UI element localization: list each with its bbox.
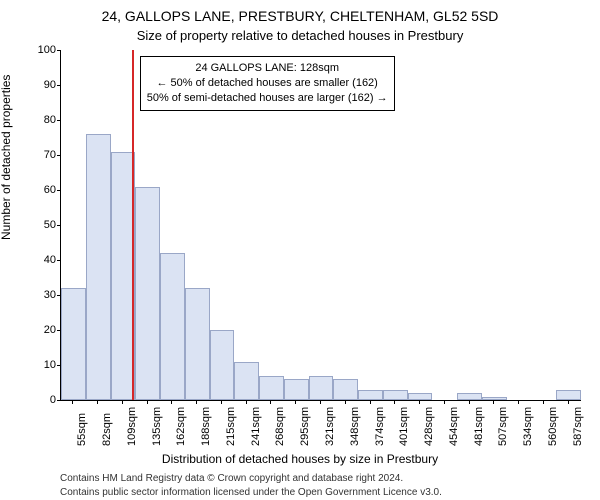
x-tick-label: 135sqm [151,407,163,446]
property-marker-line [132,50,134,400]
histogram-bar [408,393,433,400]
y-tick-label: 80 [28,114,56,126]
callout-line-2: ← 50% of detached houses are smaller (16… [147,76,388,91]
histogram-bar [556,390,581,401]
x-tick-label: 401sqm [398,407,410,446]
attribution: Contains HM Land Registry data © Crown c… [60,472,442,499]
attribution-line-2: Contains public sector information licen… [60,486,442,500]
y-tick-label: 20 [28,324,56,336]
x-tick-label: 55sqm [76,413,88,446]
callout-line-3: 50% of semi-detached houses are larger (… [147,91,388,106]
x-tick-label: 162sqm [175,407,187,446]
x-tick-label: 587sqm [572,407,584,446]
plot-area: 24 GALLOPS LANE: 128sqm← 50% of detached… [60,50,581,401]
x-tick-label: 321sqm [324,407,336,446]
x-tick-label: 428sqm [423,407,435,446]
histogram-bar [457,393,482,400]
histogram-bar [210,330,235,400]
x-tick-label: 507sqm [497,407,509,446]
y-tick-label: 100 [28,44,56,56]
callout-line-1: 24 GALLOPS LANE: 128sqm [147,61,388,76]
histogram-bar [185,288,210,400]
histogram-bar [86,134,111,400]
x-tick-label: 188sqm [200,407,212,446]
y-tick-label: 40 [28,254,56,266]
y-tick-label: 90 [28,79,56,91]
histogram-bar [284,379,309,400]
y-tick-label: 0 [28,394,56,406]
y-tick-label: 60 [28,184,56,196]
x-tick-label: 241sqm [250,407,262,446]
x-tick-label: 481sqm [473,407,485,446]
histogram-bar [160,253,185,400]
chart-container: { "chart": { "type": "histogram", "title… [0,0,600,500]
histogram-bar [358,390,383,401]
histogram-bar [259,376,284,401]
chart-subtitle: Size of property relative to detached ho… [0,28,600,43]
callout-box: 24 GALLOPS LANE: 128sqm← 50% of detached… [140,56,395,111]
y-tick-label: 50 [28,219,56,231]
x-tick-label: 454sqm [448,407,460,446]
y-tick-label: 10 [28,359,56,371]
attribution-line-1: Contains HM Land Registry data © Crown c… [60,472,442,486]
x-tick-label: 109sqm [126,407,138,446]
histogram-bar [333,379,358,400]
y-axis-label: Number of detached properties [0,75,13,240]
x-tick-label: 82sqm [101,413,113,446]
x-tick-label: 534sqm [522,407,534,446]
y-tick-label: 30 [28,289,56,301]
y-tick-label: 70 [28,149,56,161]
x-tick-label: 348sqm [349,407,361,446]
histogram-bar [61,288,86,400]
x-tick-label: 295sqm [299,407,311,446]
x-tick-label: 215sqm [225,407,237,446]
histogram-bar [383,390,408,401]
chart-title: 24, GALLOPS LANE, PRESTBURY, CHELTENHAM,… [0,8,600,24]
x-tick-label: 268sqm [274,407,286,446]
x-tick-label: 560sqm [547,407,559,446]
histogram-bar [234,362,259,401]
histogram-bar [135,187,160,401]
x-tick-label: 374sqm [374,407,386,446]
histogram-bar [309,376,334,401]
x-axis-label: Distribution of detached houses by size … [0,452,600,466]
